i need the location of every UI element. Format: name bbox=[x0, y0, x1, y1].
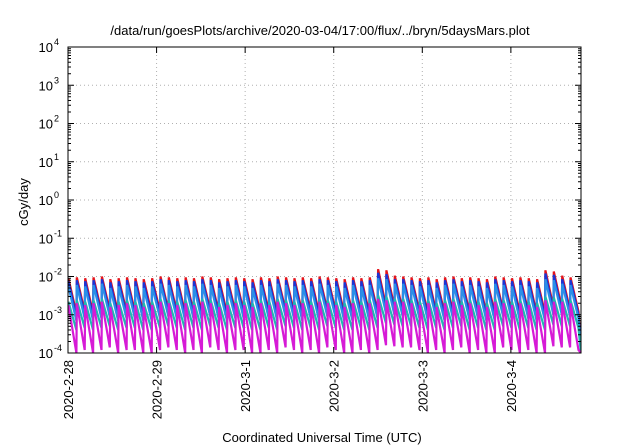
y-axis-label: cGy/day bbox=[16, 178, 31, 226]
y-tick-label: 10 2 bbox=[39, 114, 59, 132]
x-tick-label: 2020-3-3 bbox=[415, 360, 430, 412]
chart-title: /data/run/goesPlots/archive/2020-03-04/1… bbox=[110, 23, 530, 38]
x-tick-label: 2020-3-1 bbox=[238, 360, 253, 412]
y-tick-base: 10 bbox=[39, 40, 53, 55]
y-tick-base: 10 bbox=[39, 231, 53, 246]
y-tick-base: 10 bbox=[39, 193, 53, 208]
y-tick-label: 10 -4 bbox=[39, 343, 62, 361]
axis-ticks bbox=[67, 46, 581, 354]
y-tick-exponent: -1 bbox=[54, 228, 62, 238]
y-tick-label: 10 -3 bbox=[39, 305, 62, 323]
y-tick-base: 10 bbox=[39, 155, 53, 170]
y-tick-exponent: 1 bbox=[54, 152, 59, 162]
y-tick-exponent: -2 bbox=[54, 267, 62, 277]
x-tick-label: 2020-2-29 bbox=[150, 360, 165, 419]
y-tick-label: 10 3 bbox=[39, 75, 59, 93]
y-tick-exponent: 2 bbox=[54, 114, 59, 124]
y-tick-base: 10 bbox=[39, 78, 53, 93]
y-tick-base: 10 bbox=[39, 270, 53, 285]
series-layer bbox=[68, 268, 581, 353]
y-tick-exponent: 0 bbox=[54, 190, 59, 200]
y-tick-exponent: -3 bbox=[54, 305, 62, 315]
y-tick-label: 10 1 bbox=[39, 152, 59, 170]
y-tick-exponent: 3 bbox=[54, 75, 59, 85]
y-tick-base: 10 bbox=[39, 346, 53, 361]
y-tick-label: 10 -2 bbox=[39, 267, 62, 285]
x-tick-label: 2020-3-2 bbox=[327, 360, 342, 412]
x-axis-label: Coordinated Universal Time (UTC) bbox=[222, 430, 421, 445]
y-tick-base: 10 bbox=[39, 308, 53, 323]
y-tick-exponent: -4 bbox=[54, 343, 62, 353]
y-tick-exponent: 4 bbox=[54, 37, 59, 47]
x-tick-label: 2020-3-4 bbox=[504, 360, 519, 412]
series-line-5 bbox=[68, 298, 581, 353]
x-tick-label: 2020-2-28 bbox=[61, 360, 76, 419]
y-tick-label: 10 -1 bbox=[39, 228, 62, 246]
y-tick-base: 10 bbox=[39, 117, 53, 132]
y-tick-label: 10 0 bbox=[39, 190, 59, 208]
y-tick-label: 10 4 bbox=[39, 37, 59, 55]
